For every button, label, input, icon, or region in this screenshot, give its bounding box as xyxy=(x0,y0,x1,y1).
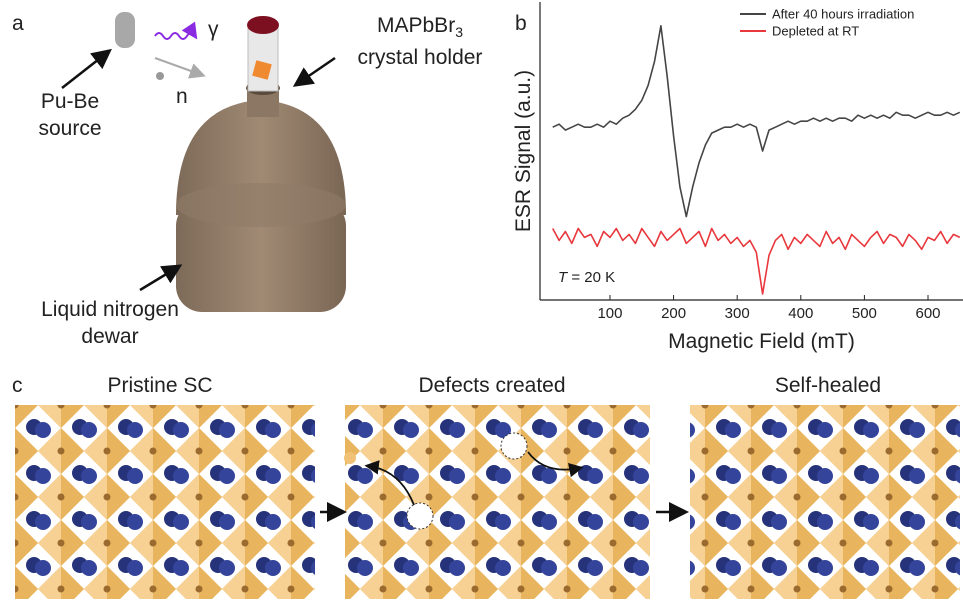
source-label: Pu-Be xyxy=(41,90,99,113)
x-tick-label: 300 xyxy=(725,305,750,322)
panel-title: Pristine SC xyxy=(107,374,212,397)
figure: a Pu-Be source γ n MAPbBr3 crystal holde… xyxy=(0,0,963,602)
panel-label: b xyxy=(515,12,527,35)
formula: MAPbBr xyxy=(377,14,455,37)
formula-subscript: 3 xyxy=(455,24,463,40)
chart: 100 200 300 400 500 600 Magnetic Field (mT) ESR… xyxy=(512,2,963,353)
holder xyxy=(248,25,278,91)
neutron xyxy=(156,72,164,80)
source-icon xyxy=(115,12,135,48)
panel-label: c xyxy=(12,374,23,397)
annotation: T = 20 K xyxy=(558,269,615,286)
arrow xyxy=(62,52,108,88)
legend-label: After 40 hours irradiation xyxy=(772,7,914,22)
x-tick-label: 200 xyxy=(661,305,686,322)
holder-label: crystal holder xyxy=(358,46,483,69)
panel-title: Defects created xyxy=(418,374,565,397)
arrow xyxy=(297,58,335,84)
holder-cap xyxy=(247,16,279,34)
x-tick-label: 600 xyxy=(915,305,940,322)
lattice xyxy=(690,405,960,599)
data-line xyxy=(553,26,960,217)
source-label: source xyxy=(38,117,101,140)
panel-title: Self-healed xyxy=(775,374,881,397)
x-tick-label: 400 xyxy=(788,305,813,322)
gamma-ray xyxy=(155,33,195,39)
holder-label: MAPbBr3 xyxy=(377,14,463,40)
dewar-label: dewar xyxy=(81,325,138,348)
lattice xyxy=(15,405,315,599)
dewar-label: Liquid nitrogen xyxy=(41,298,179,321)
panel-label: a xyxy=(12,12,24,35)
x-tick-label: 100 xyxy=(597,305,622,322)
gamma-label: γ xyxy=(208,18,219,41)
interstitial xyxy=(344,452,356,464)
dewar xyxy=(176,183,346,227)
y-axis-label: ESR Signal (a.u.) xyxy=(512,70,535,232)
vacancy xyxy=(407,503,433,529)
neutron-label: n xyxy=(176,85,188,108)
x-tick-label: 500 xyxy=(852,305,877,322)
vacancy xyxy=(501,433,527,459)
x-axis-label: Magnetic Field (mT) xyxy=(668,330,855,353)
arrow xyxy=(140,267,178,290)
lattice xyxy=(345,405,650,599)
neutron-ray xyxy=(155,58,202,75)
legend-label: Depleted at RT xyxy=(772,24,859,39)
annotation-text: = 20 K xyxy=(567,269,615,286)
